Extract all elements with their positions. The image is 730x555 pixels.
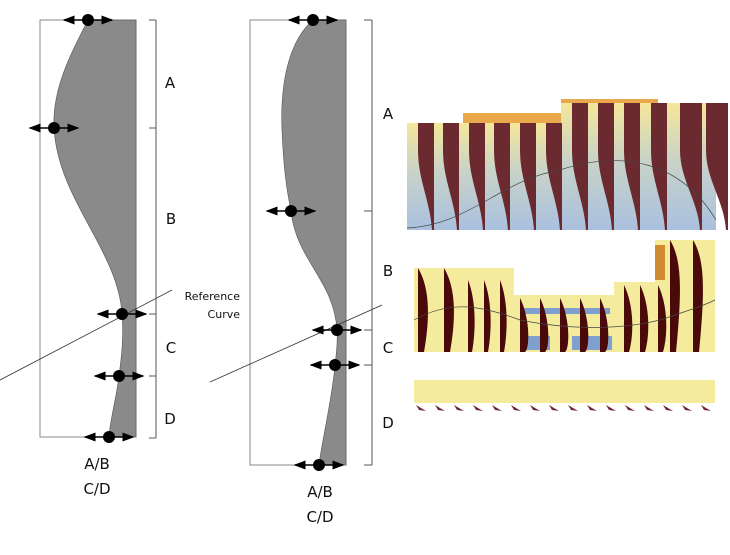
control-point[interactable] bbox=[83, 431, 135, 443]
fin bbox=[468, 280, 475, 352]
fin bbox=[444, 268, 454, 352]
fin bbox=[682, 405, 692, 411]
middle-caption-line2: C/D bbox=[306, 508, 333, 526]
left-caption-line1: A/B bbox=[84, 455, 110, 473]
reference-label-line1: Reference bbox=[185, 290, 241, 303]
middle-bracket bbox=[364, 19, 373, 466]
control-point[interactable] bbox=[309, 359, 361, 371]
middle-reference-curve-line bbox=[209, 304, 383, 383]
fin bbox=[658, 285, 667, 352]
fin bbox=[560, 298, 569, 352]
left-bracket bbox=[149, 19, 157, 439]
fin bbox=[680, 103, 702, 230]
fin bbox=[568, 405, 578, 411]
fin bbox=[520, 298, 529, 352]
fin bbox=[706, 103, 728, 230]
left-zone-a-label: A bbox=[165, 74, 176, 92]
fin bbox=[651, 103, 667, 230]
middle-caption-line1: A/B bbox=[307, 483, 333, 501]
fin bbox=[500, 280, 507, 352]
fin bbox=[625, 405, 635, 411]
middle-zone-c-label: C bbox=[383, 339, 393, 357]
left-caption-line2: C/D bbox=[83, 480, 110, 498]
fin bbox=[606, 405, 616, 411]
fin bbox=[443, 123, 459, 230]
fin bbox=[598, 103, 614, 230]
fin bbox=[624, 285, 633, 352]
fin bbox=[540, 298, 549, 352]
fin bbox=[644, 405, 654, 411]
middle-zone-a-label: A bbox=[383, 105, 394, 123]
fin bbox=[546, 123, 562, 230]
control-point[interactable] bbox=[62, 14, 114, 26]
left-profile: A B C D Reference Curve A/B C/D bbox=[0, 14, 240, 498]
fin bbox=[520, 123, 536, 230]
control-point[interactable] bbox=[93, 370, 145, 382]
fin bbox=[580, 298, 589, 352]
middle-zone-d-label: D bbox=[382, 414, 394, 432]
control-point[interactable] bbox=[311, 324, 363, 336]
rendering-zone-b-c bbox=[413, 240, 716, 352]
reference-curve-line bbox=[0, 289, 173, 381]
middle-zone-b-label: B bbox=[383, 262, 393, 280]
reference-label-line2: Curve bbox=[208, 308, 241, 321]
control-point[interactable] bbox=[293, 459, 345, 471]
control-point[interactable] bbox=[96, 308, 148, 320]
control-point[interactable] bbox=[287, 14, 339, 26]
fin bbox=[587, 405, 597, 411]
control-point[interactable] bbox=[265, 205, 317, 217]
middle-profile-shape bbox=[281, 19, 347, 466]
fin bbox=[640, 285, 649, 352]
fin bbox=[624, 103, 640, 230]
left-control-points bbox=[28, 14, 148, 443]
fin bbox=[701, 405, 711, 411]
fin bbox=[600, 298, 609, 352]
left-zone-c-label: C bbox=[166, 339, 176, 357]
fin bbox=[435, 405, 445, 411]
fin bbox=[418, 268, 428, 352]
fin bbox=[530, 405, 540, 411]
fin bbox=[454, 405, 464, 411]
fin bbox=[663, 405, 673, 411]
fin bbox=[418, 123, 434, 230]
fin bbox=[484, 280, 491, 352]
rendering-zone-d bbox=[414, 380, 715, 411]
fin bbox=[549, 405, 559, 411]
fin bbox=[511, 405, 521, 411]
fin bbox=[494, 123, 510, 230]
fin bbox=[572, 103, 588, 230]
fin bbox=[670, 240, 680, 352]
middle-control-points bbox=[265, 14, 363, 471]
left-zone-d-label: D bbox=[164, 410, 176, 428]
fin bbox=[416, 405, 426, 411]
fin bbox=[473, 405, 483, 411]
left-zone-b-label: B bbox=[166, 210, 176, 228]
fin bbox=[693, 240, 703, 352]
fin bbox=[492, 405, 502, 411]
middle-profile: A B C D A/B C/D bbox=[209, 14, 394, 526]
control-point[interactable] bbox=[28, 122, 80, 134]
rendering-zone-a bbox=[406, 99, 728, 230]
